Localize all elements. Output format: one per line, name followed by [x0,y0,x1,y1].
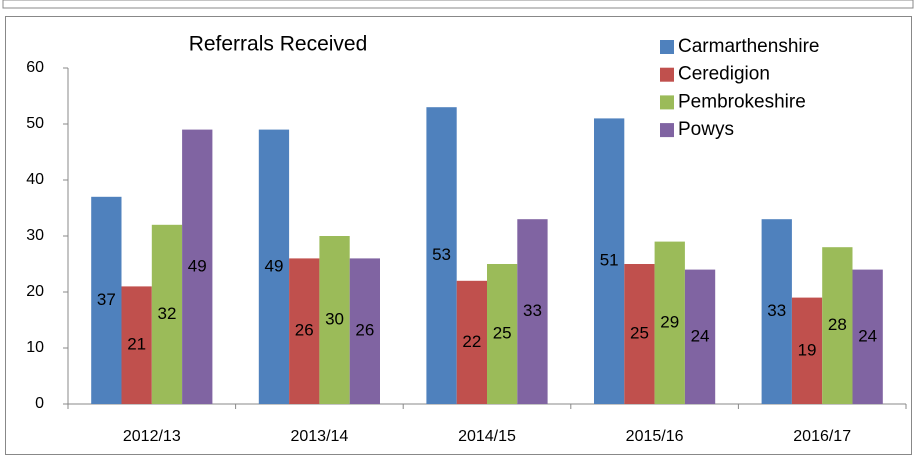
bar [852,269,883,404]
bar [121,286,152,404]
legend-swatch [660,123,674,138]
data-label: 26 [355,321,374,340]
bar [684,269,716,404]
x-tick-label: 2012/13 [123,428,181,445]
bar [91,196,122,404]
data-label: 29 [660,312,679,331]
top-strip [2,0,914,9]
data-label: 53 [432,245,451,264]
bar [289,258,320,404]
data-label: 33 [767,301,786,320]
x-tick-label: 2013/14 [290,428,348,445]
y-tick-label: 30 [26,227,44,244]
bar [594,118,625,405]
bar [349,258,380,404]
data-label: 51 [600,251,619,270]
bar [822,247,853,404]
y-tick-label: 20 [26,283,44,300]
y-tick-label: 60 [26,59,44,76]
legend-label: Powys [678,119,734,140]
bar [182,129,213,404]
data-label: 32 [157,304,176,323]
bar [456,280,487,404]
bar [791,297,823,404]
bar [258,129,290,404]
bar [624,264,655,404]
y-tick-label: 0 [35,395,44,412]
y-tick-label: 40 [26,171,44,188]
data-label: 37 [97,290,116,309]
data-label: 49 [264,256,283,275]
data-label: 25 [630,323,649,342]
chart-title: Referrals Received [189,33,368,56]
x-tick-label: 2015/16 [626,428,684,445]
bar [761,219,792,404]
data-label: 25 [493,323,512,342]
bar [151,224,183,404]
data-label: 28 [828,315,847,334]
legend-swatch [660,40,674,54]
legend-swatch [660,95,674,110]
data-label: 49 [188,256,207,275]
bar [426,107,457,404]
data-label: 19 [798,340,817,359]
data-label: 24 [858,326,877,345]
x-tick-label: 2016/17 [793,428,851,445]
legend-label: Pembrokeshire [678,91,806,112]
legend-swatch [660,67,674,82]
data-label: 21 [127,335,146,354]
bar [319,236,350,404]
data-label: 33 [523,301,542,320]
bar [517,219,548,404]
y-tick-label: 10 [26,339,44,356]
data-label: 30 [325,309,344,328]
data-label: 24 [691,326,710,345]
bar [654,241,685,404]
data-label: 26 [295,321,314,340]
legend-label: Ceredigion [678,64,770,85]
bar [487,264,518,404]
y-tick-label: 50 [26,115,44,132]
x-tick-label: 2014/15 [458,428,516,445]
legend-label: Carmarthenshire [678,36,820,57]
data-label: 22 [462,332,481,351]
